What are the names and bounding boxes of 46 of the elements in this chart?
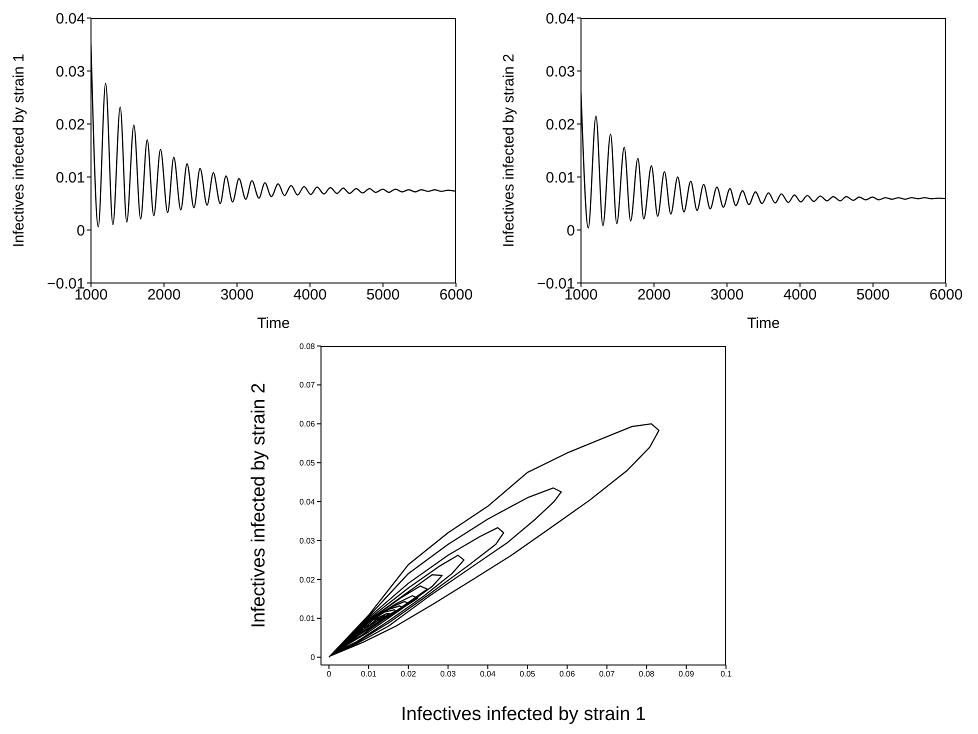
y-tick-label: 0.04 <box>56 10 85 28</box>
x-tick-label: 6000 <box>439 286 473 304</box>
y-tick-label: 0.03 <box>299 536 316 546</box>
x-tick-label: 0.07 <box>599 670 616 679</box>
y-axis-title: Infectives infected by strain 1 <box>10 54 28 248</box>
x-tick-label: 5000 <box>856 286 890 304</box>
x-tick-label: 2000 <box>637 286 671 304</box>
y-tick-label: 0 <box>566 222 575 240</box>
y-tick-label: 0.01 <box>546 169 575 186</box>
x-tick-label: 4000 <box>783 286 817 304</box>
x-tick-label: 0.08 <box>638 670 655 679</box>
x-tick-label: 4000 <box>293 286 327 304</box>
x-tick-label: 2000 <box>147 286 181 304</box>
y-tick-label: 0.05 <box>299 458 316 468</box>
y-tick-label: 0.06 <box>299 420 316 429</box>
x-tick-label: 0.03 <box>440 670 456 679</box>
y-tick-label: 0.01 <box>56 169 85 186</box>
x-tick-label: 0.09 <box>678 670 695 679</box>
x-tick-label: 0.01 <box>360 670 377 679</box>
x-axis-title: Time <box>747 315 780 332</box>
x-tick-label: 3000 <box>220 286 254 304</box>
x-tick-label: 0.1 <box>720 670 732 679</box>
y-tick-label: 0.03 <box>56 63 85 80</box>
y-tick-label: 0.04 <box>299 497 316 506</box>
x-tick-label: 0.02 <box>400 670 417 679</box>
y-tick-label: 0.02 <box>56 116 85 134</box>
y-tick-label: 0 <box>76 222 85 240</box>
y-tick-label: 0.07 <box>299 380 316 390</box>
y-tick-label: 0.04 <box>546 10 575 28</box>
x-tick-label: 0.04 <box>480 670 496 679</box>
x-tick-label: 3000 <box>710 286 744 304</box>
y-tick-label: 0.01 <box>299 614 316 624</box>
y-tick-label: 0.03 <box>546 63 575 80</box>
x-tick-label: 0.05 <box>520 670 536 679</box>
y-axis-title: Infectives infected by strain 2 <box>248 382 270 628</box>
y-tick-label: 0.02 <box>299 575 316 584</box>
y-tick-label: 0 <box>310 653 316 662</box>
y-tick-label: 0.08 <box>299 342 316 351</box>
x-axis-title: Time <box>257 315 290 332</box>
y-tick-label: 0.02 <box>546 116 575 134</box>
x-tick-label: 0 <box>326 670 332 679</box>
line-series <box>328 423 660 658</box>
y-axis-title: Infectives infected by strain 2 <box>500 54 518 248</box>
x-tick-label: 6000 <box>929 286 963 304</box>
x-axis-title: Infectives infected by strain 1 <box>400 704 646 725</box>
x-tick-label: 5000 <box>366 286 400 304</box>
